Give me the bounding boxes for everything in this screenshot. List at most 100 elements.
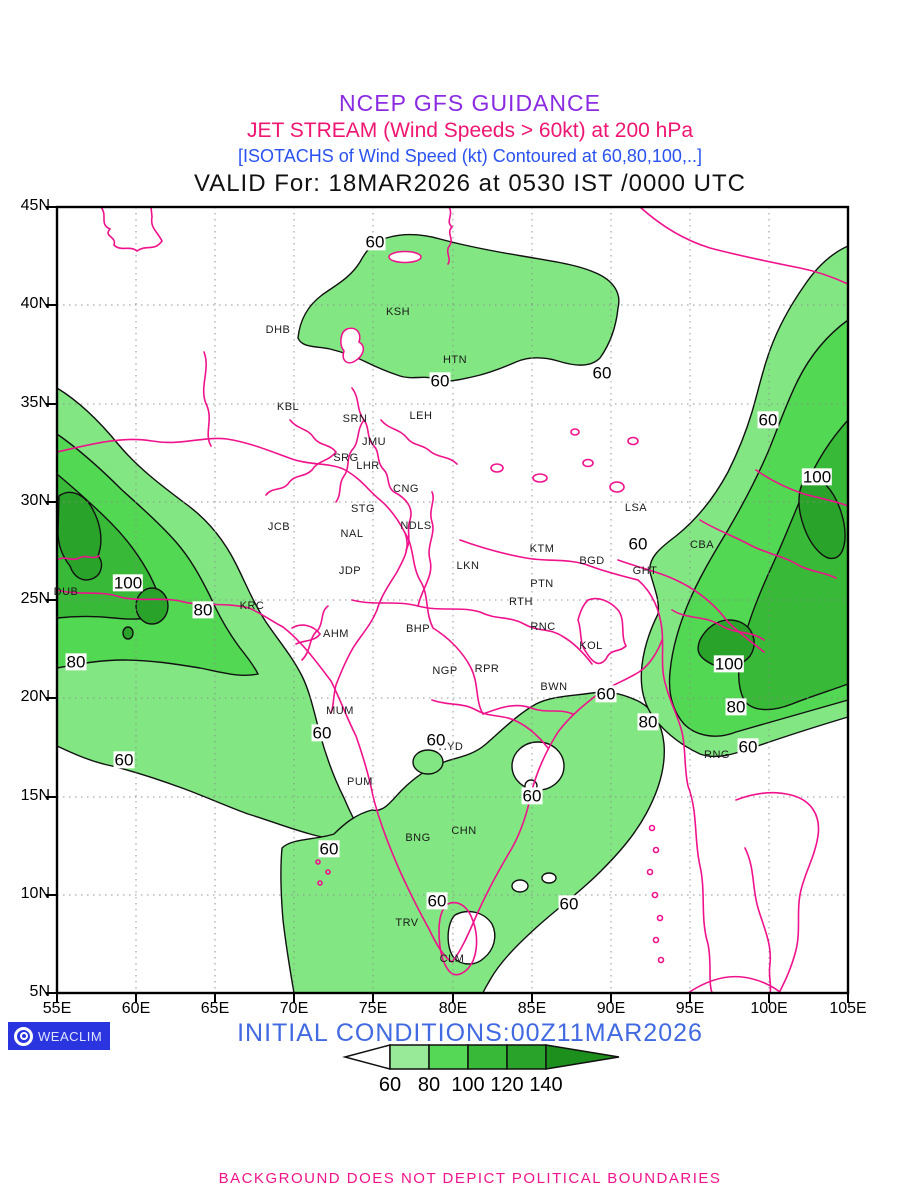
- station-code-label: KSH: [385, 306, 411, 318]
- lon-tick-label: 100E: [750, 1000, 788, 1017]
- lon-tick-label: 75E: [358, 1000, 388, 1017]
- isotach-120-core-west-3: [122, 626, 134, 640]
- axis-ticks: [46, 206, 849, 1003]
- station-code-label: LEH: [409, 410, 433, 422]
- station-code-label: LSA: [624, 502, 648, 514]
- isotach-fill-regions: [56, 233, 849, 994]
- station-code-label: NAL: [340, 528, 364, 540]
- isotach-value-label: 60: [757, 410, 779, 430]
- lon-tick-label: 65E: [200, 1000, 230, 1017]
- station-code-label: BHP: [405, 623, 431, 635]
- station-code-label: CLM: [439, 953, 465, 965]
- weaclim-logo: WEACLIM: [8, 1022, 110, 1050]
- station-code-label: JCB: [267, 521, 291, 533]
- lat-tick-label: 40N: [20, 295, 50, 312]
- legend-tick-label: 80: [417, 1074, 441, 1096]
- lat-tick-label: 15N: [20, 787, 50, 804]
- lon-tick-label: 80E: [438, 1000, 468, 1017]
- station-code-label: CHN: [451, 825, 477, 837]
- lon-tick-label: 105E: [829, 1000, 867, 1017]
- station-code-label: BGD: [579, 555, 605, 567]
- station-code-label: RPR: [474, 663, 500, 675]
- station-code-label: NGP: [432, 665, 458, 677]
- geographic-boundaries: [56, 206, 849, 994]
- lon-tick-label: 60E: [121, 1000, 151, 1017]
- lat-tick-label: 5N: [29, 983, 50, 1000]
- legend-tick-label: 120: [490, 1074, 524, 1096]
- isotach-value-label: 80: [725, 697, 747, 717]
- station-code-label: STG: [350, 503, 376, 515]
- station-code-label: LHR: [356, 460, 380, 472]
- lat-tick-label: 25N: [20, 590, 50, 607]
- station-code-label: JMU: [361, 436, 387, 448]
- station-code-label: KOL: [579, 640, 603, 652]
- station-code-label: CNG: [393, 483, 419, 495]
- station-code-label: JDP: [338, 565, 362, 577]
- station-code-label: AHM: [323, 628, 349, 640]
- isotach-value-label: 100: [112, 573, 144, 593]
- isotach-value-label: 60: [311, 723, 333, 743]
- isotach-120-core-west-2: [135, 587, 169, 625]
- isotach-value-label: 60: [364, 232, 386, 252]
- station-code-label: PUM: [347, 776, 373, 788]
- lon-tick-label: 95E: [675, 1000, 705, 1017]
- isotach-value-label: 60: [558, 894, 580, 914]
- disclaimer-note: BACKGROUND DOES NOT DEPICT POLITICAL BOU…: [218, 1170, 722, 1187]
- station-code-label: KRC: [239, 600, 265, 612]
- isotach-value-label: 60: [425, 730, 447, 750]
- station-code-label: DHB: [265, 324, 291, 336]
- station-code-label: BWN: [540, 681, 568, 693]
- lat-tick-label: 45N: [20, 197, 50, 214]
- isotach-value-label: 60: [426, 891, 448, 911]
- subtitle-isotachs: [ISOTACHS of Wind Speed (kt) Contoured a…: [238, 146, 702, 166]
- lat-tick-label: 30N: [20, 492, 50, 509]
- legend-tick-label: 140: [529, 1074, 563, 1096]
- isotach-value-label: 80: [65, 652, 87, 672]
- lon-tick-label: 85E: [517, 1000, 547, 1017]
- isotach-value-label: 60: [429, 371, 451, 391]
- station-code-label: KBL: [276, 401, 300, 413]
- valid-time-line: VALID For: 18MAR2026 at 0530 IST /0000 U…: [193, 170, 747, 197]
- station-code-label: BNG: [405, 832, 431, 844]
- latlon-grid: [57, 207, 848, 993]
- isotach-value-label: 100: [801, 467, 833, 487]
- isotach-value-label: 60: [591, 363, 613, 383]
- station-code-label: HTN: [442, 354, 468, 366]
- isotach-value-label: 60: [737, 737, 759, 757]
- station-code-label: GHT: [632, 565, 658, 577]
- initial-conditions-line: INITIAL CONDITIONS:00Z11MAR2026: [237, 1019, 703, 1047]
- isotach-value-label: 100: [713, 654, 745, 674]
- isotach-value-label: 60: [627, 534, 649, 554]
- station-code-label: CBA: [689, 539, 715, 551]
- logo-text: WEACLIM: [38, 1028, 103, 1044]
- lat-tick-label: 35N: [20, 394, 50, 411]
- isotach-value-label: 60: [113, 750, 135, 770]
- isotach-value-label: 60: [318, 839, 340, 859]
- station-code-label: SRG: [333, 452, 359, 464]
- station-code-label: DUB: [53, 586, 79, 598]
- subtitle-jetstream: JET STREAM (Wind Speeds > 60kt) at 200 h…: [246, 119, 694, 142]
- logo-circle-icon: [14, 1026, 33, 1046]
- lat-tick-label: 20N: [20, 688, 50, 705]
- legend-tick-label: 100: [451, 1074, 485, 1096]
- isotach-value-label: 80: [192, 600, 214, 620]
- isotach-value-label: 60: [595, 684, 617, 704]
- station-code-label: KTM: [529, 543, 555, 555]
- north-blob-holes: [340, 250, 422, 364]
- station-code-label: LKN: [456, 560, 480, 572]
- lon-tick-label: 55E: [42, 1000, 72, 1017]
- station-code-label: RTH: [509, 596, 533, 608]
- station-code-label: MUM: [326, 705, 354, 717]
- station-code-label: RNC: [530, 621, 556, 633]
- isotach-60-island-hyd: [412, 749, 444, 775]
- isotach-value-label: 60: [521, 786, 543, 806]
- isotach-value-label: 80: [637, 712, 659, 732]
- station-code-label: NDLS: [400, 520, 432, 532]
- station-code-label: PTN: [530, 578, 554, 590]
- lon-tick-label: 90E: [596, 1000, 626, 1017]
- lat-tick-label: 10N: [20, 885, 50, 902]
- station-code-label: TRV: [395, 917, 419, 929]
- station-code-label: SRN: [342, 413, 368, 425]
- legend-tick-label: 60: [378, 1074, 402, 1096]
